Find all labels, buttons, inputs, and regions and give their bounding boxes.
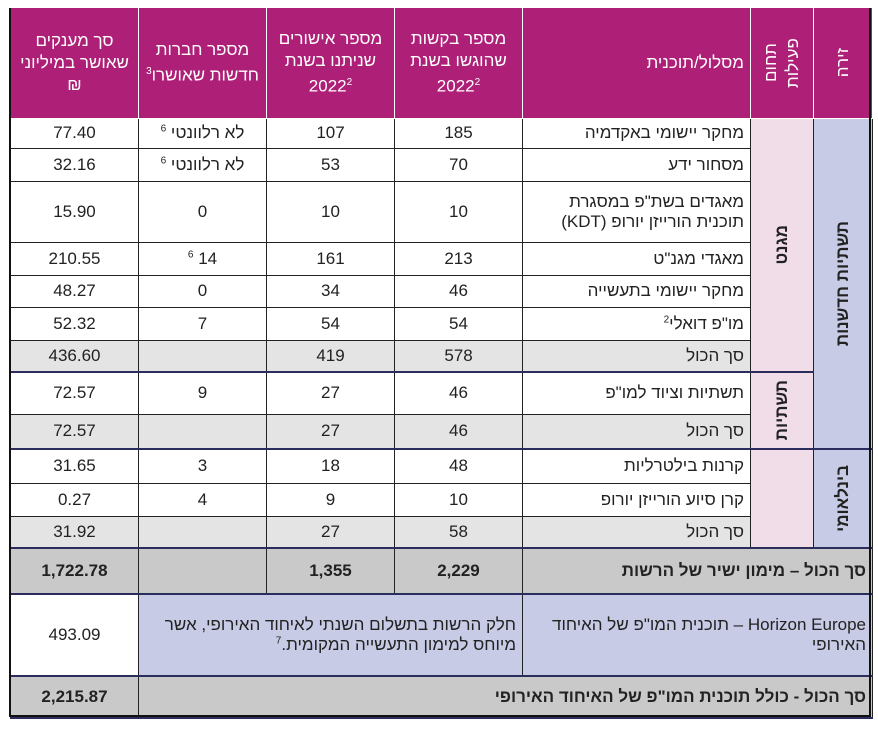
- approvals-cell: 9: [266, 482, 395, 517]
- subtotal-approvals: 27: [266, 413, 395, 450]
- approvals-cell: 27: [266, 371, 395, 415]
- new-companies-cell: 0: [138, 180, 267, 243]
- horizon-note: חלק הרשות בתשלום השנתי לאיחוד האירופי, א…: [138, 593, 523, 677]
- requests-cell: 46: [394, 371, 523, 415]
- table-row: מסחור ידע 70 53 לא רלוונטי 6 32.16: [10, 147, 873, 182]
- subtotal-label: סך הכול: [522, 515, 751, 549]
- program-cell: מאגדי מגנ"ט: [522, 241, 751, 276]
- horizon-label: Horizon Europe – תוכנית המו"פ של האיחוד …: [522, 593, 873, 677]
- requests-cell: 185: [394, 117, 523, 149]
- grand-total-amount: 2,215.87: [10, 675, 139, 719]
- program-cell: קרן סיוע הורייזן יורופ: [522, 482, 751, 517]
- requests-cell: 54: [394, 306, 523, 341]
- new-companies-cell: 0: [138, 274, 267, 308]
- requests-cell: 46: [394, 274, 523, 308]
- subtotal-label: סך הכול: [522, 413, 751, 450]
- program-cell: מחקר יישומי באקדמיה: [522, 117, 751, 149]
- header-area: תחום פעילות: [750, 8, 814, 119]
- subtotal-row: סך הכול 46 27 72.57: [10, 413, 873, 450]
- total-direct-new-companies: [138, 547, 267, 595]
- new-companies-cell: 9: [138, 371, 267, 415]
- table-row: מחקר יישומי בתעשייה 46 34 0 48.27: [10, 274, 873, 308]
- requests-cell: 48: [394, 448, 523, 484]
- horizon-row: Horizon Europe – תוכנית המו"פ של האיחוד …: [10, 593, 873, 677]
- amount-cell: 0.27: [10, 482, 139, 517]
- subtotal-requests: 58: [394, 515, 523, 549]
- subtotal-amount: 72.57: [10, 413, 139, 450]
- table-row: תשתיות חדשנות מגנט מחקר יישומי באקדמיה 185 1…: [10, 117, 873, 450]
- area-cell: מגנט: [750, 117, 814, 373]
- arena-cell: תשתיות חדשנות: [813, 117, 873, 450]
- requests-cell: 213: [394, 241, 523, 276]
- table-row: מו"פ דואלי2 54 54 7 52.32: [10, 306, 873, 341]
- approvals-cell: 54: [266, 306, 395, 341]
- amount-cell: 52.32: [10, 306, 139, 341]
- subtotal-amount: 436.60: [10, 339, 139, 373]
- subtotal-row: סך הכול 58 27 31.92: [10, 515, 873, 549]
- amount-cell: 48.27: [10, 274, 139, 308]
- header-new-companies: מספר חברות חדשות שאושרו3: [138, 8, 267, 119]
- new-companies-cell: 14 6: [138, 241, 267, 276]
- subtotal-requests: 46: [394, 413, 523, 450]
- subtotal-new-companies: [138, 339, 267, 373]
- program-cell: תשתיות וציוד למו"פ: [522, 371, 751, 415]
- grand-total-label: סך הכול - כולל תוכנית המו"פ של האיחוד הא…: [138, 675, 873, 719]
- header-amount: סך מענקים שאושר במיליוני ₪: [10, 8, 139, 119]
- approvals-cell: 34: [266, 274, 395, 308]
- new-companies-cell: 4: [138, 482, 267, 517]
- requests-cell: 10: [394, 482, 523, 517]
- amount-cell: 77.40: [10, 117, 139, 149]
- program-cell: מאגדים בשת"פ במסגרת תוכנית הורייזן יורופ…: [522, 180, 751, 243]
- program-cell: מחקר יישומי בתעשייה: [522, 274, 751, 308]
- amount-cell: 31.65: [10, 448, 139, 484]
- requests-cell: 70: [394, 147, 523, 182]
- area-cell: תשתיות: [750, 371, 814, 450]
- subtotal-amount: 31.92: [10, 515, 139, 549]
- table-row: מאגדי מגנ"ט 213 161 14 6 210.55: [10, 241, 873, 276]
- arena-cell: בינלאומי: [813, 448, 873, 549]
- header-row: זירה תחום פעילות מסלול/תוכנית מספר בקשות…: [10, 8, 873, 119]
- total-direct-amount: 1,722.78: [10, 547, 139, 595]
- subtotal-row: סך הכול 578 419 436.60: [10, 339, 873, 373]
- table-row: קרן סיוע הורייזן יורופ 10 9 4 0.27: [10, 482, 873, 517]
- new-companies-cell: 7: [138, 306, 267, 341]
- total-direct-approvals: 1,355: [266, 547, 395, 595]
- header-requests: מספר בקשות שהוגשו בשנת 20222: [394, 8, 523, 119]
- subtotal-new-companies: [138, 515, 267, 549]
- approvals-cell: 18: [266, 448, 395, 484]
- new-companies-cell: 3: [138, 448, 267, 484]
- total-direct-label: סך הכול – מימון ישיר של הרשות: [522, 547, 873, 595]
- amount-cell: 15.90: [10, 180, 139, 243]
- approvals-cell: 107: [266, 117, 395, 149]
- subtotal-requests: 578: [394, 339, 523, 373]
- subtotal-approvals: 27: [266, 515, 395, 549]
- table-row: מאגדים בשת"פ במסגרת תוכנית הורייזן יורופ…: [10, 180, 873, 243]
- grants-table: זירה תחום פעילות מסלול/תוכנית מספר בקשות…: [10, 8, 873, 719]
- approvals-cell: 53: [266, 147, 395, 182]
- amount-cell: 72.57: [10, 371, 139, 415]
- grand-total-row: סך הכול - כולל תוכנית המו"פ של האיחוד הא…: [10, 675, 873, 719]
- subtotal-new-companies: [138, 413, 267, 450]
- program-cell: מסחור ידע: [522, 147, 751, 182]
- program-cell: קרנות בילטרליות: [522, 448, 751, 484]
- total-direct-row: סך הכול – מימון ישיר של הרשות 2,229 1,35…: [10, 547, 873, 595]
- area-cell: [750, 448, 814, 549]
- new-companies-cell: לא רלוונטי 6: [138, 147, 267, 182]
- header-approvals: מספר אישורים שניתנו בשנת 20222: [266, 8, 395, 119]
- total-direct-requests: 2,229: [394, 547, 523, 595]
- horizon-amount: 493.09: [10, 593, 139, 677]
- table-row: תשתיות תשתיות וציוד למו"פ 46 27 9 72.57: [10, 371, 873, 450]
- new-companies-cell: לא רלוונטי 6: [138, 117, 267, 149]
- table-row: בינלאומי קרנות בילטרליות 48 18 3 31.65: [10, 448, 873, 549]
- amount-cell: 210.55: [10, 241, 139, 276]
- subtotal-approvals: 419: [266, 339, 395, 373]
- approvals-cell: 161: [266, 241, 395, 276]
- approvals-cell: 10: [266, 180, 395, 243]
- subtotal-label: סך הכול: [522, 339, 751, 373]
- requests-cell: 10: [394, 180, 523, 243]
- amount-cell: 32.16: [10, 147, 139, 182]
- header-program: מסלול/תוכנית: [522, 8, 751, 119]
- program-cell: מו"פ דואלי2: [522, 306, 751, 341]
- header-arena: זירה: [813, 8, 873, 119]
